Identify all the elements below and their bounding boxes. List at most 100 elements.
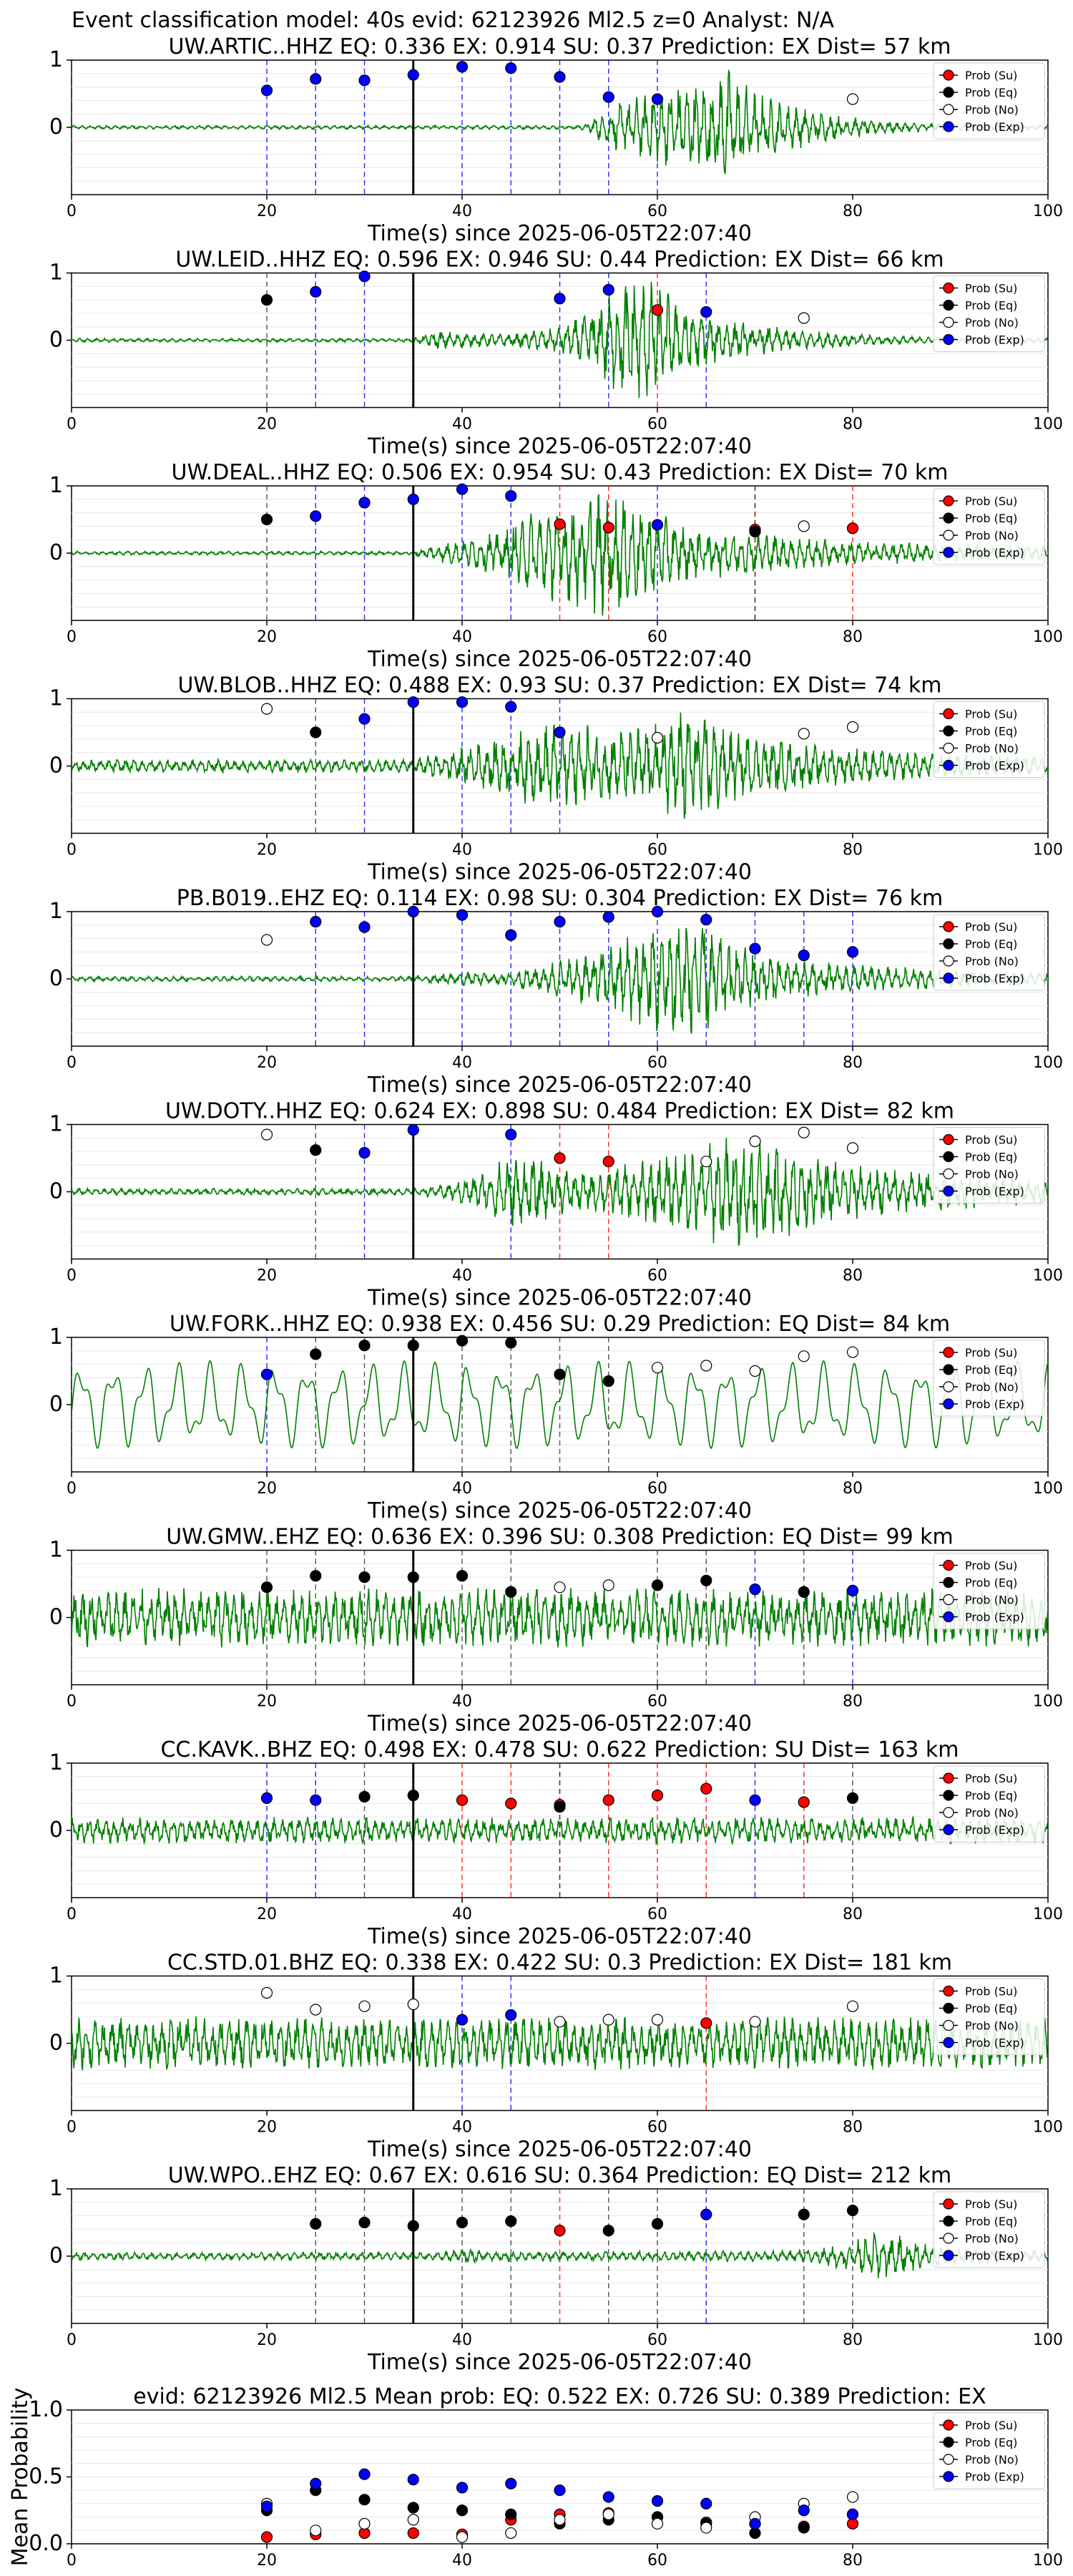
x-axis-label: Time(s) since 2025-06-05T22:07:40: [367, 1073, 752, 1098]
su-marker: [554, 2225, 566, 2237]
plot-area: [72, 698, 1048, 834]
no-marker: [700, 2522, 712, 2534]
no-marker: [749, 2016, 761, 2028]
plot-area: [72, 1550, 1048, 1685]
no-marker: [505, 2527, 517, 2540]
legend-box: [933, 1979, 1045, 2055]
x-tick-label: 80: [843, 416, 863, 434]
legend-label: Prob (Exp): [965, 1823, 1024, 1837]
panel-7: UW.GMW..EHZ EQ: 0.636 EX: 0.396 SU: 0.30…: [49, 1525, 1063, 1737]
legend-label: Prob (Eq): [965, 1151, 1017, 1164]
x-tick-label: 80: [843, 2331, 863, 2349]
legend-eq-marker: [943, 1790, 954, 1801]
no-marker: [358, 2000, 371, 2012]
su-marker: [798, 1796, 810, 1808]
x-tick-label: 80: [843, 1267, 863, 1285]
legend-label: Prob (Su): [965, 2419, 1017, 2432]
legend-exp-marker: [943, 759, 954, 771]
legend-eq-marker: [943, 725, 954, 737]
waveform-trace: [72, 1815, 1048, 1845]
exp-marker: [505, 489, 517, 502]
waveform-trace: [72, 494, 1048, 616]
x-tick-label: 0: [67, 2331, 77, 2349]
exp-marker: [407, 696, 419, 708]
legend: Prob (Su) Prob (Eq) Prob (No) Prob (Exp): [933, 1340, 1045, 1417]
x-axis-label: Time(s) since 2025-06-05T22:07:40: [367, 1286, 752, 1311]
legend-box: [933, 1127, 1045, 1204]
exp-marker: [602, 283, 614, 296]
exp-marker: [358, 1146, 371, 1159]
legend-label: Prob (Exp): [965, 2036, 1024, 2050]
panel-title: UW.BLOB..HHZ EQ: 0.488 EX: 0.93 SU: 0.37…: [177, 673, 941, 698]
no-marker: [358, 2517, 371, 2530]
y-tick-label: 0: [49, 966, 63, 991]
x-tick-label: 60: [647, 2119, 667, 2137]
exp-marker: [749, 942, 761, 955]
exp-marker: [358, 270, 371, 283]
legend-label: Prob (Eq): [965, 86, 1017, 99]
eq-marker: [505, 1337, 517, 1349]
x-tick-label: 60: [647, 628, 667, 646]
legend-label: Prob (Exp): [965, 333, 1024, 347]
x-tick-label: 20: [257, 1480, 277, 1498]
plot-area: [72, 60, 1048, 195]
no-marker: [602, 2014, 614, 2026]
exp-marker: [505, 2477, 517, 2489]
plot-area: [72, 1124, 1048, 1259]
eq-marker: [505, 1586, 517, 1598]
x-tick-label: 100: [1033, 2331, 1063, 2349]
legend-label: Prob (No): [965, 2453, 1019, 2467]
legend-eq-marker: [943, 1576, 954, 1589]
x-tick-label: 80: [843, 841, 863, 859]
x-tick-label: 100: [1033, 1693, 1063, 1711]
no-marker: [554, 2514, 566, 2526]
x-tick-label: 20: [257, 2552, 277, 2570]
eq-marker: [798, 2522, 810, 2534]
legend-exp-marker: [943, 547, 954, 558]
x-axis-label: Time(s) since 2025-06-05T22:07:40: [367, 434, 752, 459]
legend-exp-marker: [943, 2036, 954, 2049]
y-tick-label: 1: [49, 47, 63, 72]
eq-marker: [358, 2216, 371, 2229]
legend-no-marker: [943, 955, 954, 967]
eq-marker: [602, 2225, 614, 2237]
eq-marker: [407, 2220, 419, 2232]
no-marker: [602, 2508, 614, 2520]
exp-marker: [749, 1794, 761, 1806]
legend-label: Prob (Su): [965, 282, 1017, 296]
legend-label: Prob (No): [965, 955, 1019, 968]
legend-box: [933, 1340, 1045, 1417]
legend-no-marker: [943, 742, 954, 754]
plot-area: [72, 2189, 1048, 2323]
legend-su-marker: [943, 1985, 954, 1997]
legend-label: Prob (Eq): [965, 2436, 1017, 2449]
legend: Prob (Su) Prob (Eq) Prob (No) Prob (Exp): [933, 914, 1045, 991]
legend-no-marker: [943, 1594, 954, 1606]
exp-marker: [798, 2504, 810, 2517]
x-tick-label: 40: [452, 2552, 472, 2570]
x-tick-label: 20: [257, 416, 277, 434]
eq-marker: [846, 1792, 859, 1804]
waveform-trace: [72, 2231, 1048, 2279]
x-tick-label: 60: [647, 2331, 667, 2349]
x-tick-label: 0: [67, 1906, 77, 1923]
legend-label: Prob (Eq): [965, 1576, 1017, 1590]
panel-0: UW.ARTIC..HHZ EQ: 0.336 EX: 0.914 SU: 0.…: [49, 34, 1063, 246]
panel-4: PB.B019..EHZ EQ: 0.114 EX: 0.98 SU: 0.30…: [49, 886, 1063, 1098]
y-tick-label: 1.0: [29, 2397, 63, 2422]
x-tick-label: 40: [452, 1054, 472, 1072]
x-tick-label: 0: [67, 1480, 77, 1498]
y-tick-label: 0: [49, 1605, 63, 1630]
x-tick-label: 0: [67, 1693, 77, 1711]
exp-marker: [651, 2495, 664, 2507]
legend: Prob (Su) Prob (Eq) Prob (No) Prob (Exp): [933, 1127, 1045, 1204]
legend-exp-marker: [943, 1824, 954, 1835]
exp-marker: [505, 929, 517, 942]
exp-marker: [651, 519, 664, 531]
eq-marker: [260, 1581, 273, 1594]
legend-exp-marker: [943, 2471, 954, 2482]
legend-exp-marker: [943, 333, 954, 346]
panel-title: CC.STD.01.BHZ EQ: 0.338 EX: 0.422 SU: 0.…: [167, 1951, 952, 1976]
legend-su-marker: [943, 2419, 954, 2431]
eq-marker: [456, 2216, 469, 2229]
